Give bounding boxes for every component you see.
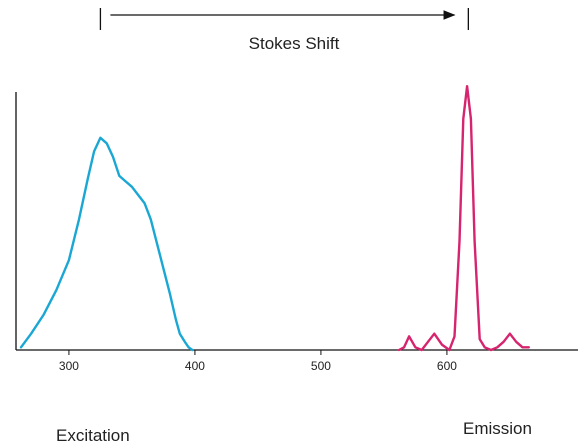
- emission-curve: [397, 84, 530, 352]
- x-tick-label: 600: [437, 359, 457, 373]
- x-tick-label: 300: [59, 359, 79, 373]
- excitation-curve: [19, 136, 194, 352]
- x-tick-label: 400: [185, 359, 205, 373]
- stokes-shift-annotation: Stokes Shift: [99, 8, 469, 53]
- stokes-shift-label: Stokes Shift: [249, 34, 340, 53]
- series-group: [19, 84, 530, 352]
- excitation-label: Excitation: [56, 426, 130, 445]
- emission-label: Emission: [463, 419, 532, 438]
- x-tick-label: 500: [311, 359, 331, 373]
- x-axis-ticks: 300 400 500 600: [59, 350, 457, 373]
